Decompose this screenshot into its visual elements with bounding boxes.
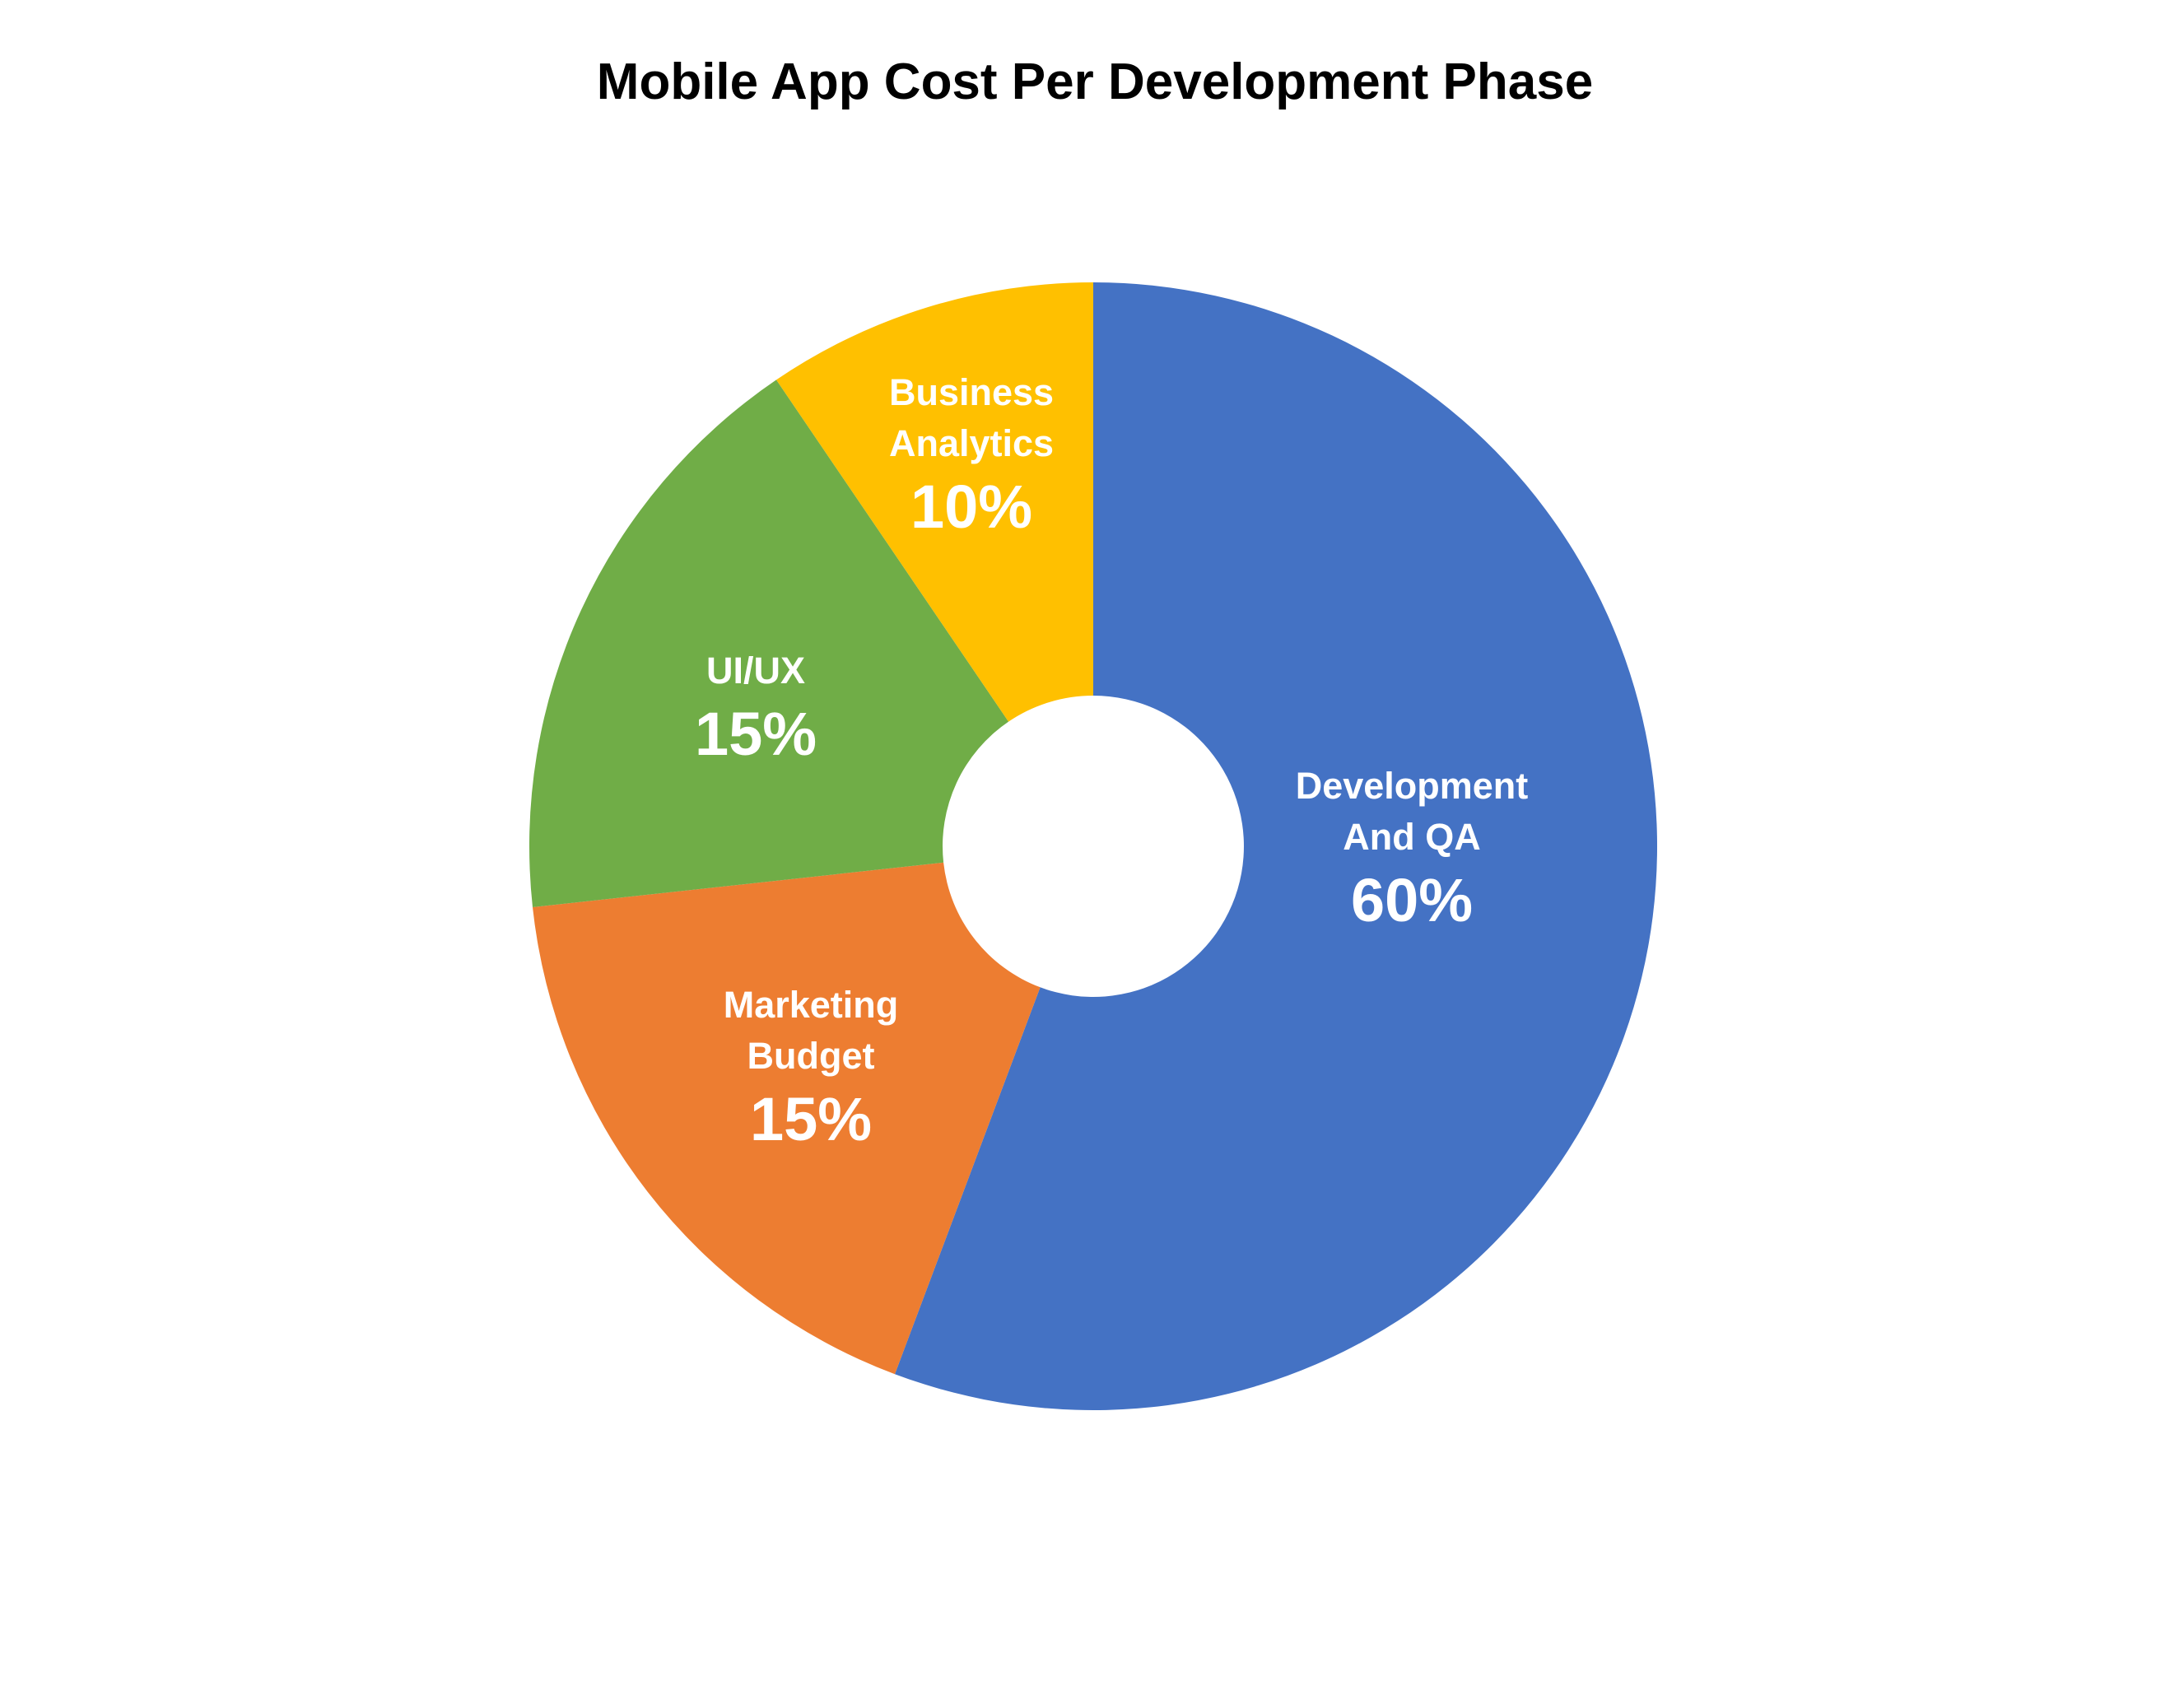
slice-labels: Development And QA 60% Marketing Budget 15% UI…	[695, 371, 1528, 1153]
pie-slice-business-analytics	[776, 282, 1093, 722]
slice-label-development-and-qa: Development And QA 60%	[1296, 765, 1529, 934]
pie-slice-marketing-budget	[533, 862, 1041, 1375]
pie-slice-development-and-qa	[895, 282, 1658, 1411]
slice-label-business-analytics: Business Analytics 10%	[889, 371, 1054, 541]
slice-label-ui-ux: UI/UX 15%	[695, 650, 817, 768]
pie-slice-ui-ux	[529, 380, 1009, 907]
slice-label-marketing-budget: Marketing Budget 15%	[724, 984, 899, 1153]
pie-slices	[529, 282, 1658, 1411]
chart-title: Mobile App Cost Per Development Phase	[597, 54, 1593, 110]
